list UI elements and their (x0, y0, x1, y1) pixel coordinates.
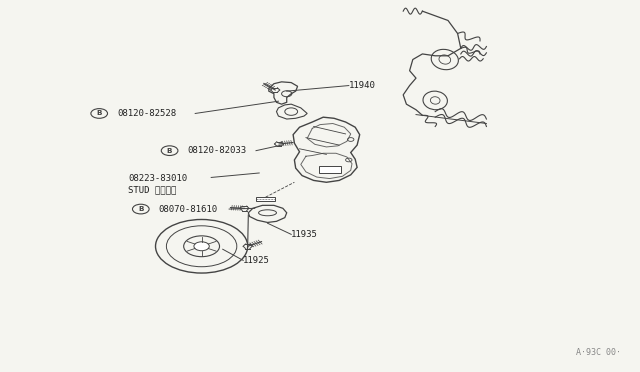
Text: 11940: 11940 (349, 81, 376, 90)
FancyBboxPatch shape (256, 197, 275, 201)
Text: 08223-83010: 08223-83010 (128, 174, 187, 183)
Text: A·93C 00·: A·93C 00· (576, 348, 621, 357)
Text: B: B (167, 148, 172, 154)
Text: 08070-81610: 08070-81610 (159, 205, 218, 214)
Text: 08120-82528: 08120-82528 (117, 109, 176, 118)
Text: B: B (138, 206, 143, 212)
Text: STUD スタッド: STUD スタッド (128, 185, 177, 194)
Text: 11935: 11935 (291, 230, 318, 239)
Circle shape (194, 242, 209, 251)
FancyBboxPatch shape (319, 166, 341, 173)
Text: 11925: 11925 (243, 256, 270, 265)
Text: 08120-82033: 08120-82033 (188, 146, 246, 155)
Text: B: B (97, 110, 102, 116)
